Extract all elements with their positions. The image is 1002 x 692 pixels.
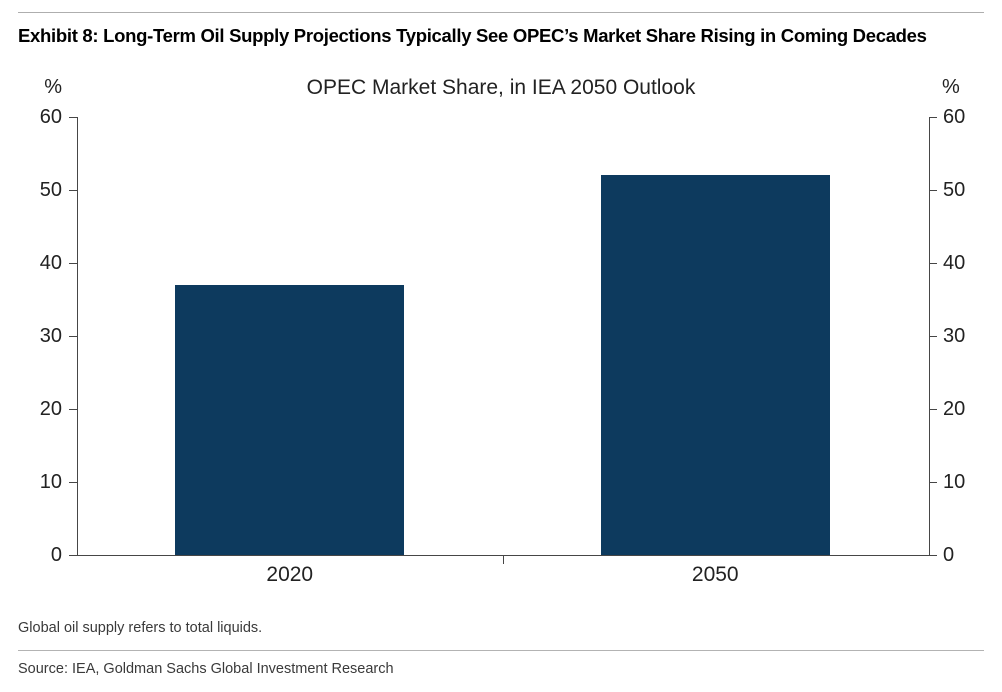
bar-2050 [600, 175, 830, 555]
y-tick-right [929, 409, 937, 410]
y-axis-unit-right: % [942, 76, 960, 98]
y-tick-right [929, 263, 937, 264]
y-tick-label-left: 40 [39, 252, 62, 274]
y-tick-left [69, 263, 77, 264]
y-tick-left [69, 409, 77, 410]
x-mid-tick [502, 556, 504, 564]
y-tick-label-left: 20 [39, 398, 62, 420]
chart-footnote: Global oil supply refers to total liquid… [18, 620, 263, 636]
y-tick-label-left: 0 [50, 544, 62, 566]
y-tick-label-right: 60 [943, 106, 966, 128]
source-line: Source: IEA, Goldman Sachs Global Invest… [18, 661, 394, 677]
chart-title: OPEC Market Share, in IEA 2050 Outlook [306, 76, 696, 99]
y-tick-left [69, 190, 77, 191]
y-tick-left [69, 482, 77, 483]
y-tick-left [69, 117, 77, 118]
y-tick-right [929, 482, 937, 483]
y-tick-label-right: 0 [943, 544, 955, 566]
y-tick-label-left: 30 [39, 325, 62, 347]
y-tick-label-right: 50 [943, 179, 966, 201]
y-tick-label-left: 10 [39, 471, 62, 493]
y-tick-label-right: 30 [943, 325, 966, 347]
y-tick-label-right: 20 [943, 398, 966, 420]
y-tick-right [929, 336, 937, 337]
y-tick-left [69, 555, 77, 556]
y-tick-right [929, 190, 937, 191]
y-tick-right [929, 555, 937, 556]
y-tick-left [69, 336, 77, 337]
y-tick-right [929, 117, 937, 118]
y-tick-label-left: 60 [39, 106, 62, 128]
y-tick-label-right: 40 [943, 252, 966, 274]
y-tick-label-left: 50 [39, 179, 62, 201]
footer-divider [18, 650, 984, 651]
x-category-label: 2050 [691, 563, 739, 586]
bar-2020 [175, 284, 405, 555]
exhibit-title: Exhibit 8: Long-Term Oil Supply Projecti… [18, 25, 927, 46]
y-tick-label-right: 10 [943, 471, 966, 493]
y-axis-unit-left: % [44, 76, 62, 98]
x-category-label: 2020 [266, 563, 314, 586]
top-divider [18, 12, 984, 13]
